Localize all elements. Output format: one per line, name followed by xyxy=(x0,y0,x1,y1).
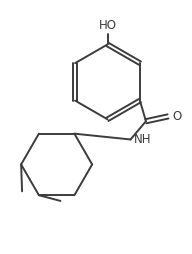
Text: NH: NH xyxy=(133,133,151,146)
Text: O: O xyxy=(172,110,181,123)
Text: HO: HO xyxy=(98,19,117,32)
